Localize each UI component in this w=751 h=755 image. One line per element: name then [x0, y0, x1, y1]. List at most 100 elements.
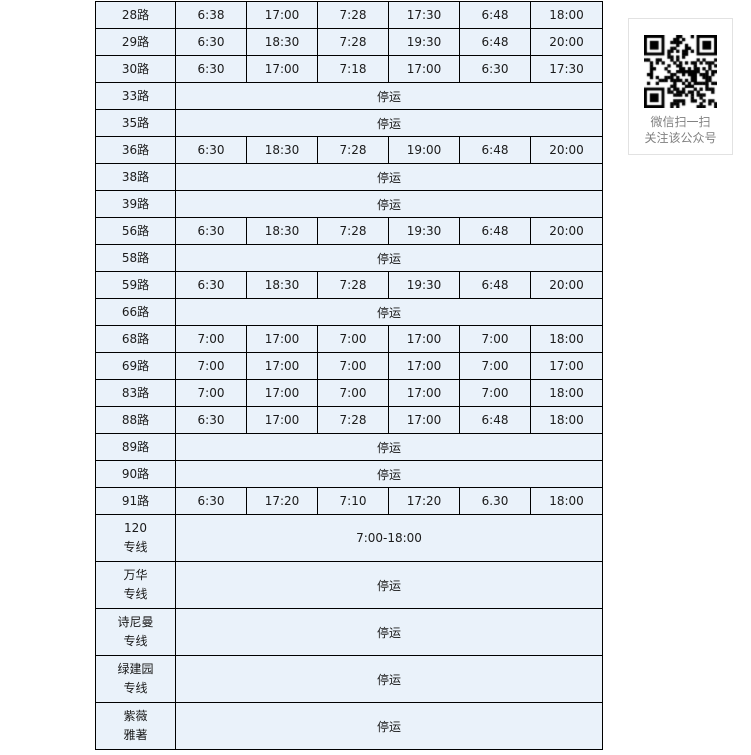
wechat-qr-code-image	[644, 35, 717, 108]
route-name-line: 36路	[121, 142, 150, 157]
time-cell: 6.30	[459, 487, 531, 515]
time-cell: 20:00	[530, 28, 603, 56]
time-cell: 18:00	[530, 379, 603, 407]
time-cell: 17:30	[388, 1, 460, 29]
time-cell: 17:00	[388, 406, 460, 434]
suspended-cell: 停运	[175, 655, 603, 703]
time-cell: 6:48	[459, 28, 531, 56]
route-name-cell: 紫薇 雅著	[95, 702, 176, 750]
time-cell: 17:00	[388, 352, 460, 380]
route-name-line: 69路	[121, 358, 150, 373]
time-cell: 7:00	[459, 379, 531, 407]
time-cell: 7:28	[317, 271, 389, 299]
suspended-cell: 停运	[175, 82, 603, 110]
qr-caption-line2: 关注该公众号	[644, 131, 717, 145]
route-name-line: 59路	[121, 277, 150, 292]
time-cell: 7:18	[317, 55, 389, 83]
route-name-line: 58路	[121, 250, 150, 265]
time-cell: 18:00	[530, 406, 603, 434]
route-name-line: 专线	[123, 681, 148, 695]
route-name-line: 35路	[121, 115, 150, 130]
route-name-line: 雅著	[123, 728, 148, 742]
suspended-cell: 停运	[175, 460, 603, 488]
time-cell: 17:00	[246, 325, 318, 353]
route-name-cell: 91路	[95, 487, 176, 515]
time-cell: 19:30	[388, 271, 460, 299]
table-row: 66路 停运	[95, 298, 603, 326]
time-cell: 6:30	[459, 55, 531, 83]
table-row: 58路 停运	[95, 244, 603, 272]
route-name-cell: 66路	[95, 298, 176, 326]
table-row: 89路 停运	[95, 433, 603, 461]
route-name-line: 29路	[121, 34, 150, 49]
time-cell: 19:30	[388, 217, 460, 245]
route-name-cell: 38路	[95, 163, 176, 191]
route-name-cell: 36路	[95, 136, 176, 164]
table-row: 万华 专线 停运	[95, 561, 603, 609]
time-cell: 18:30	[246, 28, 318, 56]
table-row: 诗尼曼 专线 停运	[95, 608, 603, 656]
route-name-cell: 68路	[95, 325, 176, 353]
route-name-line: 89路	[121, 439, 150, 454]
table-row: 33路 停运	[95, 82, 603, 110]
time-cell: 20:00	[530, 136, 603, 164]
time-cell: 18:00	[530, 325, 603, 353]
table-row: 38路 停运	[95, 163, 603, 191]
route-name-line: 83路	[121, 385, 150, 400]
time-cell: 6:30	[175, 217, 247, 245]
time-cell: 17:00	[246, 352, 318, 380]
route-name-line: 万华	[123, 568, 148, 582]
route-name-cell: 30路	[95, 55, 176, 83]
time-cell: 17:20	[388, 487, 460, 515]
bus-schedule-table: 28路 6:38 17:00 7:28 17:30 6:48 18:00 29路 6:30 18:…	[95, 1, 603, 750]
table-row: 36路 6:30 18:30 7:28 19:00 6:48 20:00	[95, 136, 603, 164]
time-cell: 17:00	[388, 55, 460, 83]
time-cell: 17:00	[388, 325, 460, 353]
time-cell: 17:00	[246, 379, 318, 407]
time-cell: 7:00	[459, 325, 531, 353]
route-name-line: 30路	[121, 61, 150, 76]
table-row: 69路 7:00 17:00 7:00 17:00 7:00 17:00	[95, 352, 603, 380]
time-cell: 7:28	[317, 1, 389, 29]
route-name-cell: 89路	[95, 433, 176, 461]
time-cell: 7:28	[317, 28, 389, 56]
route-name-line: 68路	[121, 331, 150, 346]
route-name-line: 专线	[123, 540, 148, 554]
suspended-cell: 停运	[175, 109, 603, 137]
suspended-cell: 停运	[175, 433, 603, 461]
route-name-cell: 诗尼曼 专线	[95, 608, 176, 656]
route-name-cell: 90路	[95, 460, 176, 488]
table-row: 88路 6:30 17:00 7:28 17:00 6:48 18:00	[95, 406, 603, 434]
table-row: 28路 6:38 17:00 7:28 17:30 6:48 18:00	[95, 1, 603, 29]
route-name-line: 28路	[121, 7, 150, 22]
route-name-line: 绿建园	[117, 662, 154, 676]
time-cell: 6:30	[175, 136, 247, 164]
time-cell: 7:10	[317, 487, 389, 515]
time-cell: 17:20	[246, 487, 318, 515]
route-name-line: 56路	[121, 223, 150, 238]
time-cell: 7:00	[459, 352, 531, 380]
route-name-cell: 33路	[95, 82, 176, 110]
time-cell: 6:48	[459, 1, 531, 29]
service-hours-cell: 7:00-18:00	[175, 514, 603, 562]
time-cell: 6:30	[175, 271, 247, 299]
time-cell: 17:00	[246, 1, 318, 29]
time-cell: 19:30	[388, 28, 460, 56]
route-name-line: 紫薇	[123, 709, 148, 723]
suspended-cell: 停运	[175, 702, 603, 750]
time-cell: 6:48	[459, 406, 531, 434]
route-name-line: 88路	[121, 412, 150, 427]
table-row: 56路 6:30 18:30 7:28 19:30 6:48 20:00	[95, 217, 603, 245]
route-name-cell: 万华 专线	[95, 561, 176, 609]
wechat-follow-panel: 微信扫一扫 关注该公众号	[628, 18, 733, 155]
time-cell: 7:00	[317, 352, 389, 380]
time-cell: 7:00	[317, 325, 389, 353]
route-name-line: 33路	[121, 88, 150, 103]
time-cell: 6:30	[175, 55, 247, 83]
table-row: 91路 6:30 17:20 7:10 17:20 6.30 18:00	[95, 487, 603, 515]
suspended-cell: 停运	[175, 190, 603, 218]
table-row: 绿建园专线 停运	[95, 655, 603, 703]
time-cell: 7:00	[175, 325, 247, 353]
table-row: 35路 停运	[95, 109, 603, 137]
time-cell: 18:00	[530, 487, 603, 515]
